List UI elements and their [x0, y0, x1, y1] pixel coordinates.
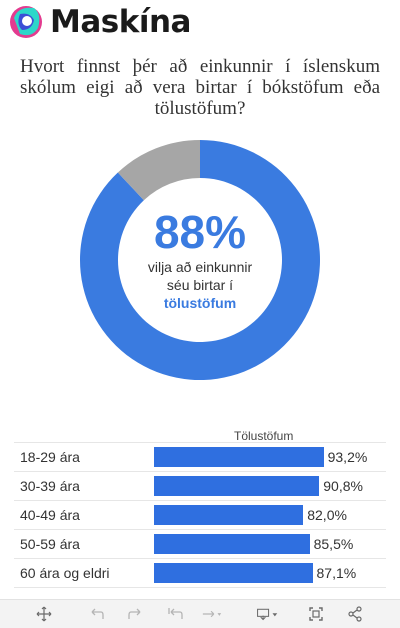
center-line-1: vilja að einkunnir: [147, 259, 253, 275]
bar-row: 40-49 ára 82,0%: [14, 501, 386, 530]
bar-row: 50-59 ára 85,5%: [14, 530, 386, 559]
brand-name: Maskína: [50, 4, 191, 40]
bar-column-header: Tölustöfum: [234, 429, 294, 443]
bottom-toolbar: [0, 599, 400, 628]
donut-chart: [80, 140, 320, 380]
bar-category-label: 60 ára og eldri: [20, 565, 110, 581]
center-line-2: séu birtar í: [166, 277, 234, 293]
donut-center-label: 88% vilja að einkunnir séu birtar í tölu…: [110, 206, 290, 312]
bar-value-label: 93,2%: [327, 449, 368, 465]
maskina-logo-mark: [8, 4, 44, 40]
share-icon[interactable]: [344, 604, 366, 624]
forward-icon[interactable]: [201, 604, 223, 624]
bar: [154, 534, 310, 554]
fullscreen-icon[interactable]: [305, 604, 327, 624]
revert-icon[interactable]: [164, 604, 186, 624]
bar-value-label: 90,8%: [323, 478, 363, 494]
bar-value-label: 87,1%: [316, 565, 357, 581]
bar-value-label: 85,5%: [313, 536, 354, 552]
bar: [154, 447, 324, 467]
bar-category-label: 18-29 ára: [20, 449, 80, 465]
bar-row: 30-39 ára 90,8%: [14, 472, 386, 501]
bar: [154, 505, 304, 525]
bar: [154, 563, 313, 583]
donut-slice-tölustöfum: [80, 140, 320, 380]
bar-value-label: 82,0%: [307, 507, 347, 523]
redo-icon[interactable]: [125, 604, 147, 624]
age-group-bar-table: 18-29 ára 93,2% 30-39 ára 90,8% 40-49 ára 82,…: [14, 442, 386, 588]
donut-slice-bókstöfum: [117, 140, 200, 201]
undo-icon[interactable]: [85, 604, 107, 624]
center-highlight: tölustöfum: [163, 295, 237, 311]
bar-category-label: 40-49 ára: [20, 507, 80, 523]
survey-question: Hvort finnst þér að einkunnir í íslensku…: [20, 56, 380, 119]
bar-category-label: 30-39 ára: [20, 478, 80, 494]
download-icon[interactable]: [256, 604, 278, 624]
bar-category-label: 50-59 ára: [20, 536, 80, 552]
bar-row: 60 ára og eldri 87,1%: [14, 559, 386, 588]
move-icon[interactable]: [33, 604, 55, 624]
bar-row: 18-29 ára 93,2%: [14, 442, 386, 472]
main-percentage: 88%: [153, 206, 247, 258]
bar: [154, 476, 320, 496]
maskina-logo: Maskína: [8, 4, 191, 40]
